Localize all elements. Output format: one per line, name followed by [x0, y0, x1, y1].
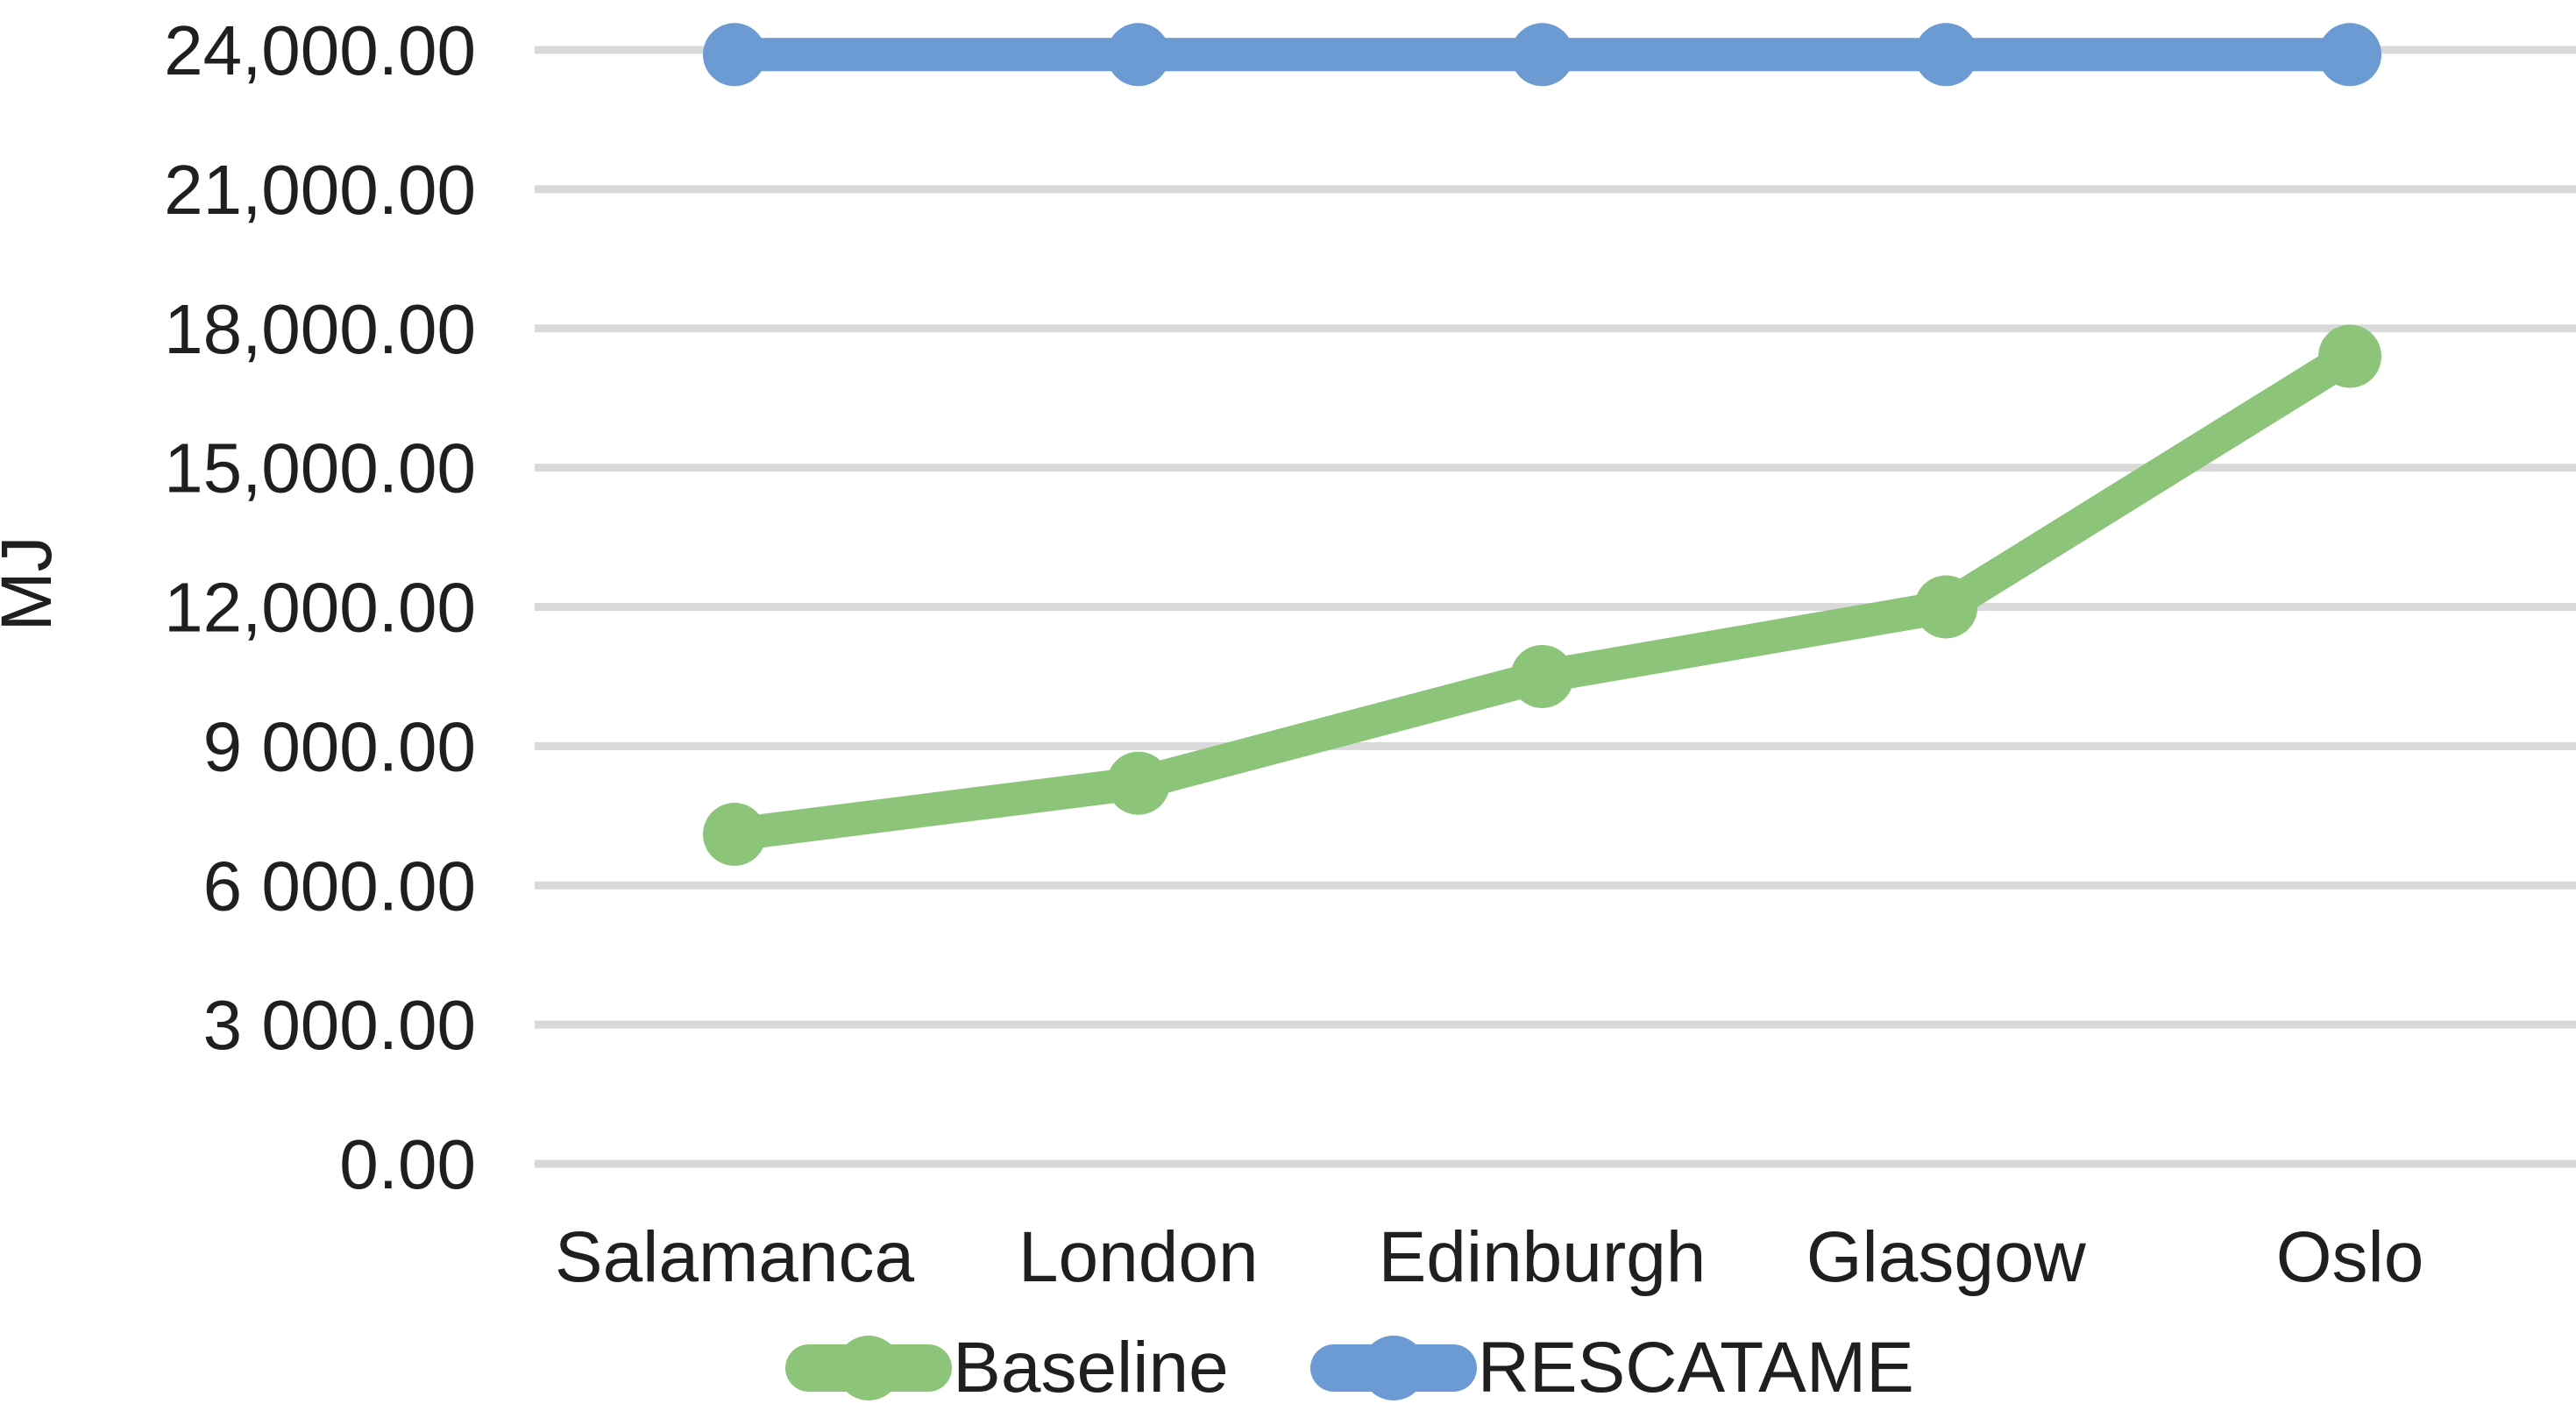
x-category-label: Oslo [2276, 1217, 2424, 1297]
y-tick-label: 15,000.00 [164, 429, 476, 507]
y-tick-label: 18,000.00 [164, 290, 476, 368]
data-point-baseline-0 [703, 802, 766, 866]
data-point-rescatame-3 [1914, 23, 1978, 87]
data-point-baseline-3 [1914, 575, 1978, 639]
data-point-baseline-1 [1106, 751, 1170, 815]
legend-item-baseline: Baseline [784, 1332, 1229, 1404]
y-tick-label: 12,000.00 [164, 569, 476, 647]
x-category-label: Glasgow [1806, 1217, 2087, 1297]
y-tick-label: 0.00 [339, 1125, 476, 1203]
y-tick-label: 21,000.00 [164, 151, 476, 229]
y-tick-label: 24,000.00 [164, 11, 476, 89]
data-point-baseline-4 [2318, 324, 2381, 388]
y-tick-label: 3 000.00 [203, 986, 476, 1064]
data-point-rescatame-2 [1510, 23, 1574, 87]
data-point-rescatame-4 [2318, 23, 2381, 87]
rescatame-legend-swatch [1309, 1336, 1477, 1400]
x-category-label: London [1018, 1217, 1259, 1297]
legend-item-rescatame: RESCATAME [1309, 1332, 1914, 1404]
series-line-baseline [718, 339, 2367, 851]
y-tick-label: 6 000.00 [203, 847, 476, 925]
y-axis-title: MJ [0, 535, 67, 631]
y-tick-label: 9 000.00 [203, 707, 476, 785]
baseline-legend-swatch [785, 1336, 953, 1400]
data-point-rescatame-1 [1106, 23, 1170, 87]
chart-legend: Baseline RESCATAME [123, 1332, 2576, 1404]
data-point-rescatame-0 [703, 23, 766, 87]
data-point-baseline-2 [1510, 644, 1574, 708]
x-category-label: Salamanca [555, 1217, 915, 1297]
x-category-label: Edinburgh [1379, 1217, 1707, 1297]
legend-label-rescatame: RESCATAME [1477, 1328, 1914, 1407]
legend-label-baseline: Baseline [953, 1328, 1229, 1407]
